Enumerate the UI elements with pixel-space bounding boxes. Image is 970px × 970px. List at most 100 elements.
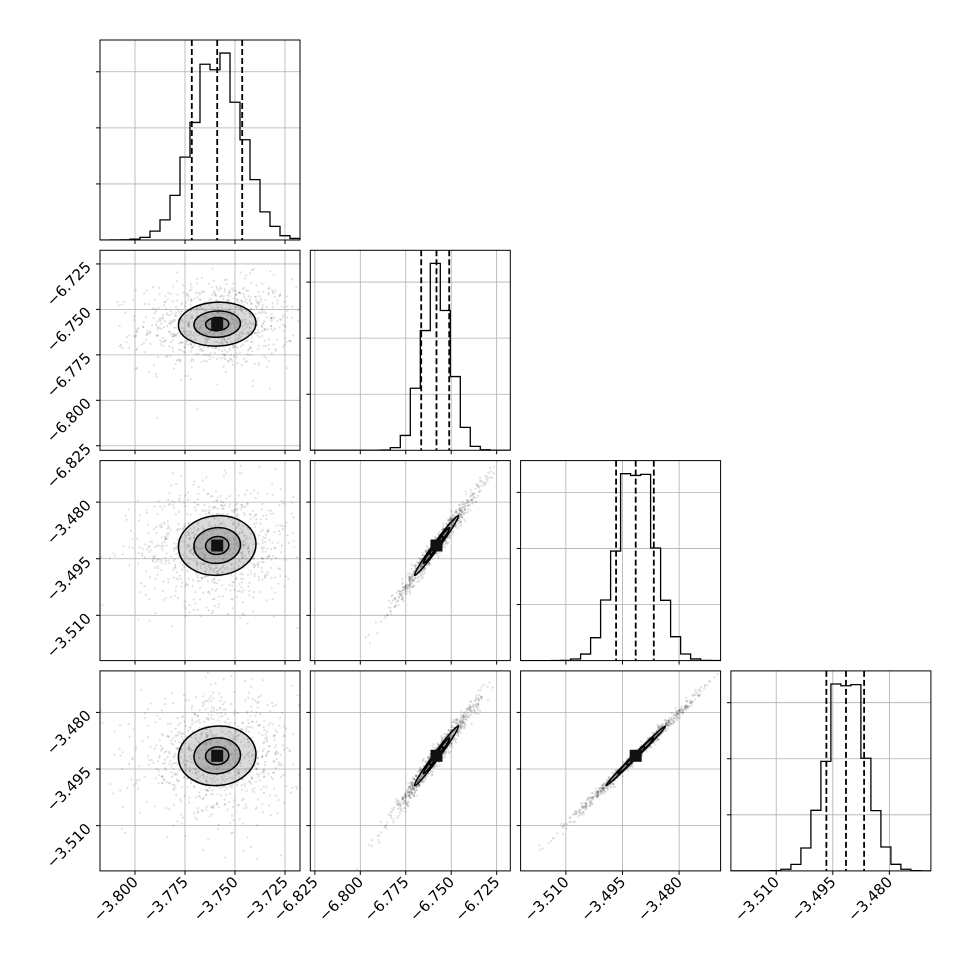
sample-point xyxy=(396,803,399,806)
sample-point xyxy=(190,347,194,350)
sample-point xyxy=(211,494,214,498)
sample-point xyxy=(209,732,212,735)
sample-point xyxy=(245,325,249,328)
sample-point xyxy=(458,514,462,517)
sample-point xyxy=(168,491,171,495)
sample-point xyxy=(327,543,329,545)
sample-point xyxy=(190,359,193,363)
sample-point xyxy=(594,793,597,796)
sample-point xyxy=(443,546,446,549)
sample-point xyxy=(161,313,165,316)
sample-point xyxy=(401,595,404,598)
sample-point xyxy=(450,725,453,729)
sample-point xyxy=(412,795,416,798)
sample-point xyxy=(170,742,173,745)
sample-point xyxy=(263,775,266,778)
sample-point xyxy=(255,857,258,861)
sample-point xyxy=(200,323,203,326)
sample-point xyxy=(175,585,178,588)
sample-point xyxy=(273,729,277,732)
sample-point xyxy=(280,550,283,554)
sample-point xyxy=(448,744,451,747)
sample-point xyxy=(441,522,444,525)
sample-point xyxy=(685,696,688,699)
sample-point xyxy=(247,751,250,755)
sample-point xyxy=(404,810,407,813)
sample-point xyxy=(296,627,299,630)
sample-point xyxy=(200,360,203,363)
sample-point xyxy=(596,795,599,798)
sample-point xyxy=(188,545,192,548)
sample-point xyxy=(172,803,175,806)
sample-point xyxy=(176,332,180,335)
sample-point xyxy=(408,571,412,575)
sample-point xyxy=(399,804,402,807)
sample-point xyxy=(462,715,465,718)
sample-point xyxy=(295,787,299,790)
sample-point xyxy=(541,847,544,850)
sample-point xyxy=(173,547,176,550)
sample-point xyxy=(395,601,398,604)
sample-point xyxy=(210,773,213,776)
sample-point xyxy=(457,731,460,734)
sample-point xyxy=(174,793,178,796)
sample-point xyxy=(185,314,189,317)
sample-point xyxy=(197,757,200,760)
sample-point xyxy=(292,516,295,519)
sample-point xyxy=(176,716,179,720)
sample-point xyxy=(575,810,578,813)
sample-point xyxy=(200,347,203,351)
sample-point xyxy=(210,312,213,315)
sample-point xyxy=(263,339,266,342)
sample-point xyxy=(189,549,192,553)
sample-point xyxy=(266,740,269,743)
sample-point xyxy=(238,333,241,336)
sample-point xyxy=(409,575,412,578)
sample-point xyxy=(291,532,294,535)
sample-point xyxy=(399,589,402,593)
sample-point xyxy=(281,524,284,527)
sample-point xyxy=(211,789,214,792)
sample-point xyxy=(283,300,286,303)
sample-point xyxy=(468,708,472,711)
sample-point xyxy=(417,770,421,773)
sample-point xyxy=(230,330,233,334)
sample-point xyxy=(404,793,407,796)
sample-point xyxy=(458,720,461,723)
sample-point xyxy=(229,743,232,746)
sample-point xyxy=(207,740,211,743)
sample-point xyxy=(418,784,421,787)
sample-point xyxy=(278,326,281,329)
sample-point xyxy=(455,738,458,741)
sample-point xyxy=(217,311,220,314)
sample-point xyxy=(260,334,264,338)
sample-point xyxy=(237,291,240,294)
sample-point xyxy=(397,803,400,806)
sample-point xyxy=(134,288,137,292)
sample-point xyxy=(448,751,451,755)
y-tick-label: −3.510 xyxy=(43,609,95,661)
sample-point xyxy=(440,735,443,738)
sample-point xyxy=(135,329,139,333)
sample-point xyxy=(205,805,209,808)
sample-point xyxy=(185,292,189,295)
sample-point xyxy=(407,795,411,798)
sample-point xyxy=(173,762,176,765)
sample-point xyxy=(261,547,264,551)
sample-point xyxy=(161,762,165,765)
sample-point xyxy=(116,300,119,304)
sample-point xyxy=(216,512,219,516)
sample-point xyxy=(435,537,438,540)
scatter-panel-1-0: −6.825−6.800−6.775−6.750−6.725 xyxy=(43,249,301,492)
sample-point xyxy=(255,284,258,287)
sample-point xyxy=(233,311,236,314)
sample-point xyxy=(268,387,272,390)
panel-frame xyxy=(309,249,511,451)
sample-point xyxy=(471,501,474,504)
sample-point xyxy=(672,719,676,722)
sample-point xyxy=(240,784,243,787)
sample-point xyxy=(236,305,239,308)
sample-point xyxy=(190,720,194,723)
sample-point xyxy=(229,323,232,326)
sample-point xyxy=(173,740,177,743)
